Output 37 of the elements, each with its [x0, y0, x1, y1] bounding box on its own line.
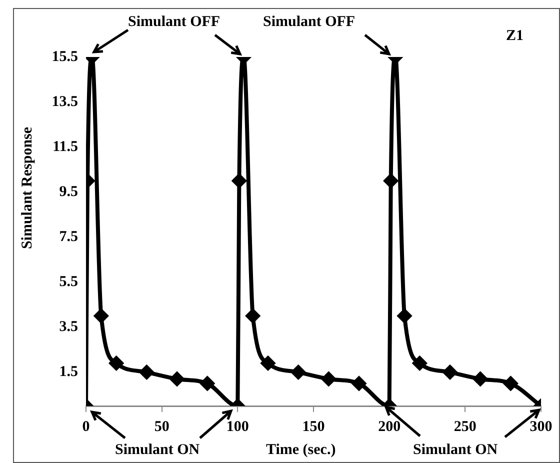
- point: [109, 356, 124, 370]
- point: [322, 372, 336, 386]
- y-tick-label: 5.5: [59, 274, 78, 290]
- x-tick-label: 150: [302, 418, 325, 435]
- y-axis-title: Simulant Response: [20, 126, 36, 250]
- y-tick-label: 13.5: [52, 94, 78, 110]
- point: [443, 365, 457, 380]
- text: Simulant OFF: [128, 14, 220, 31]
- x-tick-label: 300: [530, 418, 552, 435]
- y-tick-label: 11.5: [52, 138, 78, 155]
- text: Simulant ON: [115, 442, 200, 459]
- chart-title: Z1: [506, 28, 524, 45]
- point: [170, 372, 184, 386]
- x-tick-label: 100: [226, 418, 249, 435]
- point: [261, 356, 275, 370]
- point: [412, 356, 427, 370]
- y-tick-label: 3.5: [59, 319, 78, 336]
- point: [246, 308, 260, 323]
- y-tick-label: 15.5: [52, 48, 78, 65]
- y-tick-label: 9.5: [59, 184, 78, 200]
- x-tick-label: 250: [454, 418, 476, 435]
- x-tick-label: 50: [154, 418, 170, 435]
- x-tick-label: 0: [82, 418, 90, 435]
- point: [352, 376, 366, 390]
- text: Simulant OFF: [263, 14, 356, 31]
- y-tick-label: 7.5: [59, 229, 78, 246]
- point: [140, 365, 154, 380]
- x-tick-label: 200: [378, 418, 401, 435]
- y-tick-label: 1.5: [59, 364, 78, 380]
- point: [291, 365, 306, 380]
- point: [473, 372, 488, 386]
- x-axis-title: Time (sec.): [266, 442, 336, 459]
- point: [398, 308, 412, 323]
- point: [504, 376, 518, 390]
- point: [94, 308, 108, 323]
- text: Simulant ON: [413, 442, 498, 459]
- point: [200, 376, 214, 390]
